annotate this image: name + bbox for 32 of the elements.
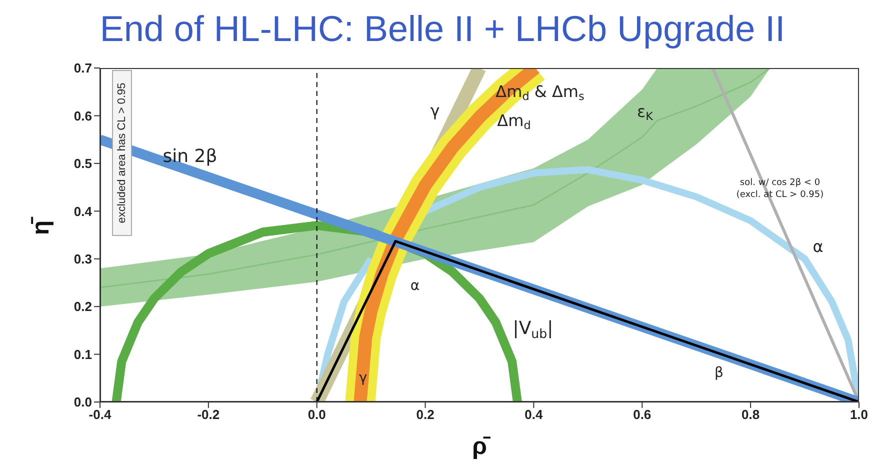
x-tick-label: -0.4 (88, 407, 112, 422)
y-tick-label: 0.7 (74, 60, 92, 76)
annotation: β (714, 365, 724, 381)
x-tick-label: 0.6 (633, 407, 652, 422)
y-axis-title: η̄ (28, 216, 55, 235)
x-tick-label: -0.2 (197, 407, 220, 422)
x-tick-label: 1.0 (850, 407, 868, 422)
annotation: excluded area has CL > 0.95 (112, 70, 132, 236)
y-tick-label: 0.0 (74, 394, 92, 410)
chart-title: End of HL-LHC: Belle II + LHCb Upgrade II (98, 8, 786, 50)
y-tick-label: 0.2 (74, 299, 92, 314)
annotation: γ (358, 370, 368, 386)
y-tick-label: 0.1 (74, 346, 92, 362)
x-tick-label: 0.0 (308, 407, 326, 422)
annotation: α (812, 237, 824, 256)
annotation: |V$_{ub}$| (512, 318, 554, 341)
y-tick-label: 0.6 (74, 108, 92, 124)
annotation: Δm$_{d}$ (497, 111, 531, 132)
annotation: ε$_{K}$ (637, 102, 654, 124)
x-tick-label: 0.4 (524, 407, 544, 422)
x-tick-label: 0.8 (742, 407, 760, 422)
annotation: sol. w/ cos 2β < 0 (740, 178, 820, 188)
annotation: sin 2β (162, 146, 218, 167)
x-tick-label: 0.2 (416, 407, 434, 422)
y-tick-label: 0.4 (74, 204, 93, 219)
y-tick-label: 0.5 (74, 156, 92, 172)
annotation: α (410, 278, 420, 294)
annotation: (excl. at CL > 0.95) (736, 190, 824, 200)
y-tick-label: 0.3 (74, 251, 92, 266)
annotation: γ (430, 101, 440, 120)
annotation: Δm$_{d}$ & Δm$_{s}$ (496, 82, 584, 104)
x-axis-title: ρ̄ (472, 433, 491, 460)
